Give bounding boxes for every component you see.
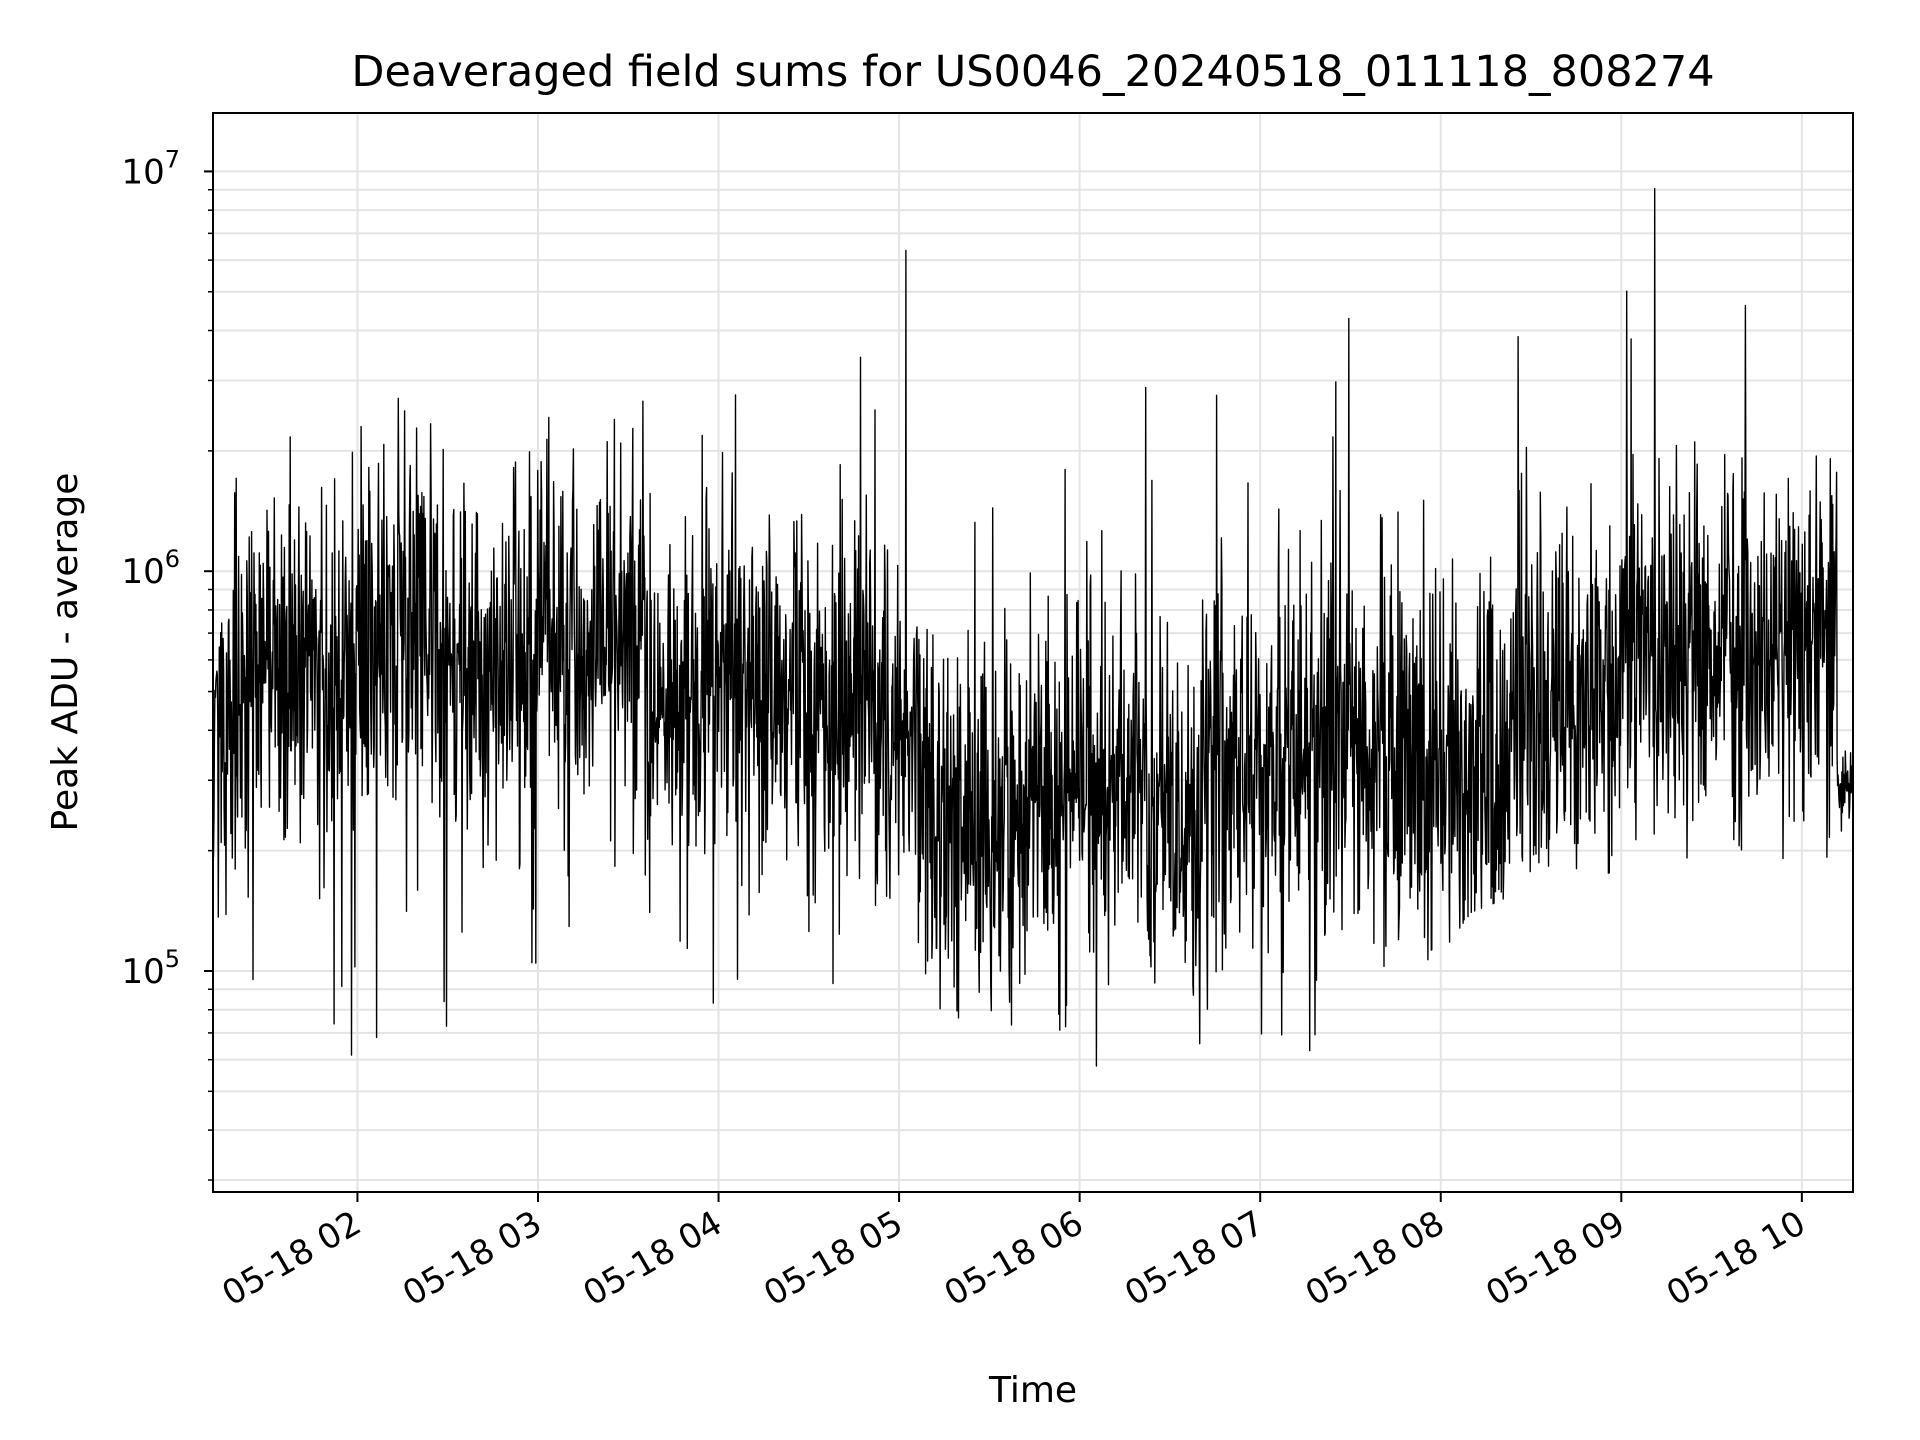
y-tick-label: 105 — [121, 945, 180, 992]
y-axis-label: Peak ADU - average — [45, 473, 86, 832]
series-line — [212, 188, 1854, 1067]
x-tick-label: 05-18 08 — [1299, 1203, 1451, 1314]
x-tick-label: 05-18 04 — [577, 1203, 729, 1314]
x-axis-label: Time — [988, 1370, 1077, 1411]
x-tick-label: 05-18 07 — [1118, 1203, 1270, 1314]
x-tick-label: 05-18 10 — [1660, 1203, 1812, 1314]
x-tick-label: 05-18 06 — [938, 1203, 1090, 1314]
y-tick-label: 106 — [121, 545, 180, 592]
y-axis: 105 106 107 — [121, 145, 213, 1181]
x-tick-label: 05-18 03 — [396, 1203, 548, 1314]
x-tick-label: 05-18 09 — [1479, 1203, 1631, 1314]
y-tick-label: 107 — [121, 145, 180, 192]
x-axis: 05-18 02 05-18 03 05-18 04 05-18 05 05-18 06… — [216, 1192, 1812, 1314]
x-tick-label: 05-18 02 — [216, 1203, 368, 1314]
chart-title: Deaveraged field sums for US0046_2024051… — [351, 47, 1714, 97]
x-tick-label: 05-18 05 — [757, 1203, 909, 1314]
plot-frame — [212, 112, 1854, 1193]
data-series — [212, 188, 1854, 1067]
